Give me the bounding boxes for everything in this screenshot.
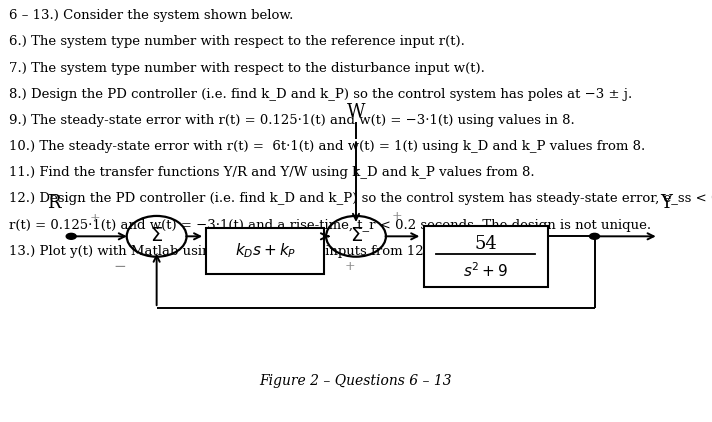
Text: Figure 2 – Questions 6 – 13: Figure 2 – Questions 6 – 13	[260, 374, 452, 388]
Text: 11.) Find the transfer functions Y/R and Y/W using k_D and k_P values from 8.: 11.) Find the transfer functions Y/R and…	[9, 166, 534, 179]
Text: 10.) The steady-state error with r(t) =  6t·1(t) and w(t) = 1(t) using k_D and k: 10.) The steady-state error with r(t) = …	[9, 140, 645, 153]
FancyBboxPatch shape	[206, 228, 324, 274]
Circle shape	[590, 233, 600, 239]
Text: 12.) Design the PD controller (i.e. find k_D and k_P) so the control system has : 12.) Design the PD controller (i.e. find…	[9, 192, 712, 206]
Text: $s^2 + 9$: $s^2 + 9$	[464, 262, 508, 281]
Circle shape	[66, 233, 76, 239]
Text: Y: Y	[660, 194, 671, 211]
Text: +: +	[392, 210, 402, 223]
Text: r(t) = 0.125·1(t) and w(t) = −3·1(t) and a rise-time, t_r < 0.2 seconds. The des: r(t) = 0.125·1(t) and w(t) = −3·1(t) and…	[9, 219, 651, 232]
Text: 8.) Design the PD controller (i.e. find k_D and k_P) so the control system has p: 8.) Design the PD controller (i.e. find …	[9, 88, 632, 101]
Text: $k_Ds + k_P$: $k_Ds + k_P$	[234, 242, 296, 260]
Text: −: −	[113, 260, 126, 274]
Text: 6.) The system type number with respect to the reference input r(t).: 6.) The system type number with respect …	[9, 35, 464, 49]
Text: $\Sigma$: $\Sigma$	[350, 227, 362, 245]
Text: $\Sigma$: $\Sigma$	[150, 227, 163, 245]
Text: 9.) The steady-state error with r(t) = 0.125·1(t) and w(t) = −3·1(t) using value: 9.) The steady-state error with r(t) = 0…	[9, 114, 575, 127]
Text: 54: 54	[475, 235, 497, 253]
Text: W: W	[347, 103, 365, 121]
Text: R: R	[47, 194, 60, 211]
FancyBboxPatch shape	[424, 226, 548, 287]
Text: 6 – 13.) Consider the system shown below.: 6 – 13.) Consider the system shown below…	[9, 9, 293, 22]
Text: 13.) Plot y(t) with Matlab using the values and inputs from 12.: 13.) Plot y(t) with Matlab using the val…	[9, 245, 427, 258]
Text: +: +	[90, 212, 100, 225]
Text: +: +	[345, 260, 355, 273]
Text: 7.) The system type number with respect to the disturbance input w(t).: 7.) The system type number with respect …	[9, 62, 484, 75]
